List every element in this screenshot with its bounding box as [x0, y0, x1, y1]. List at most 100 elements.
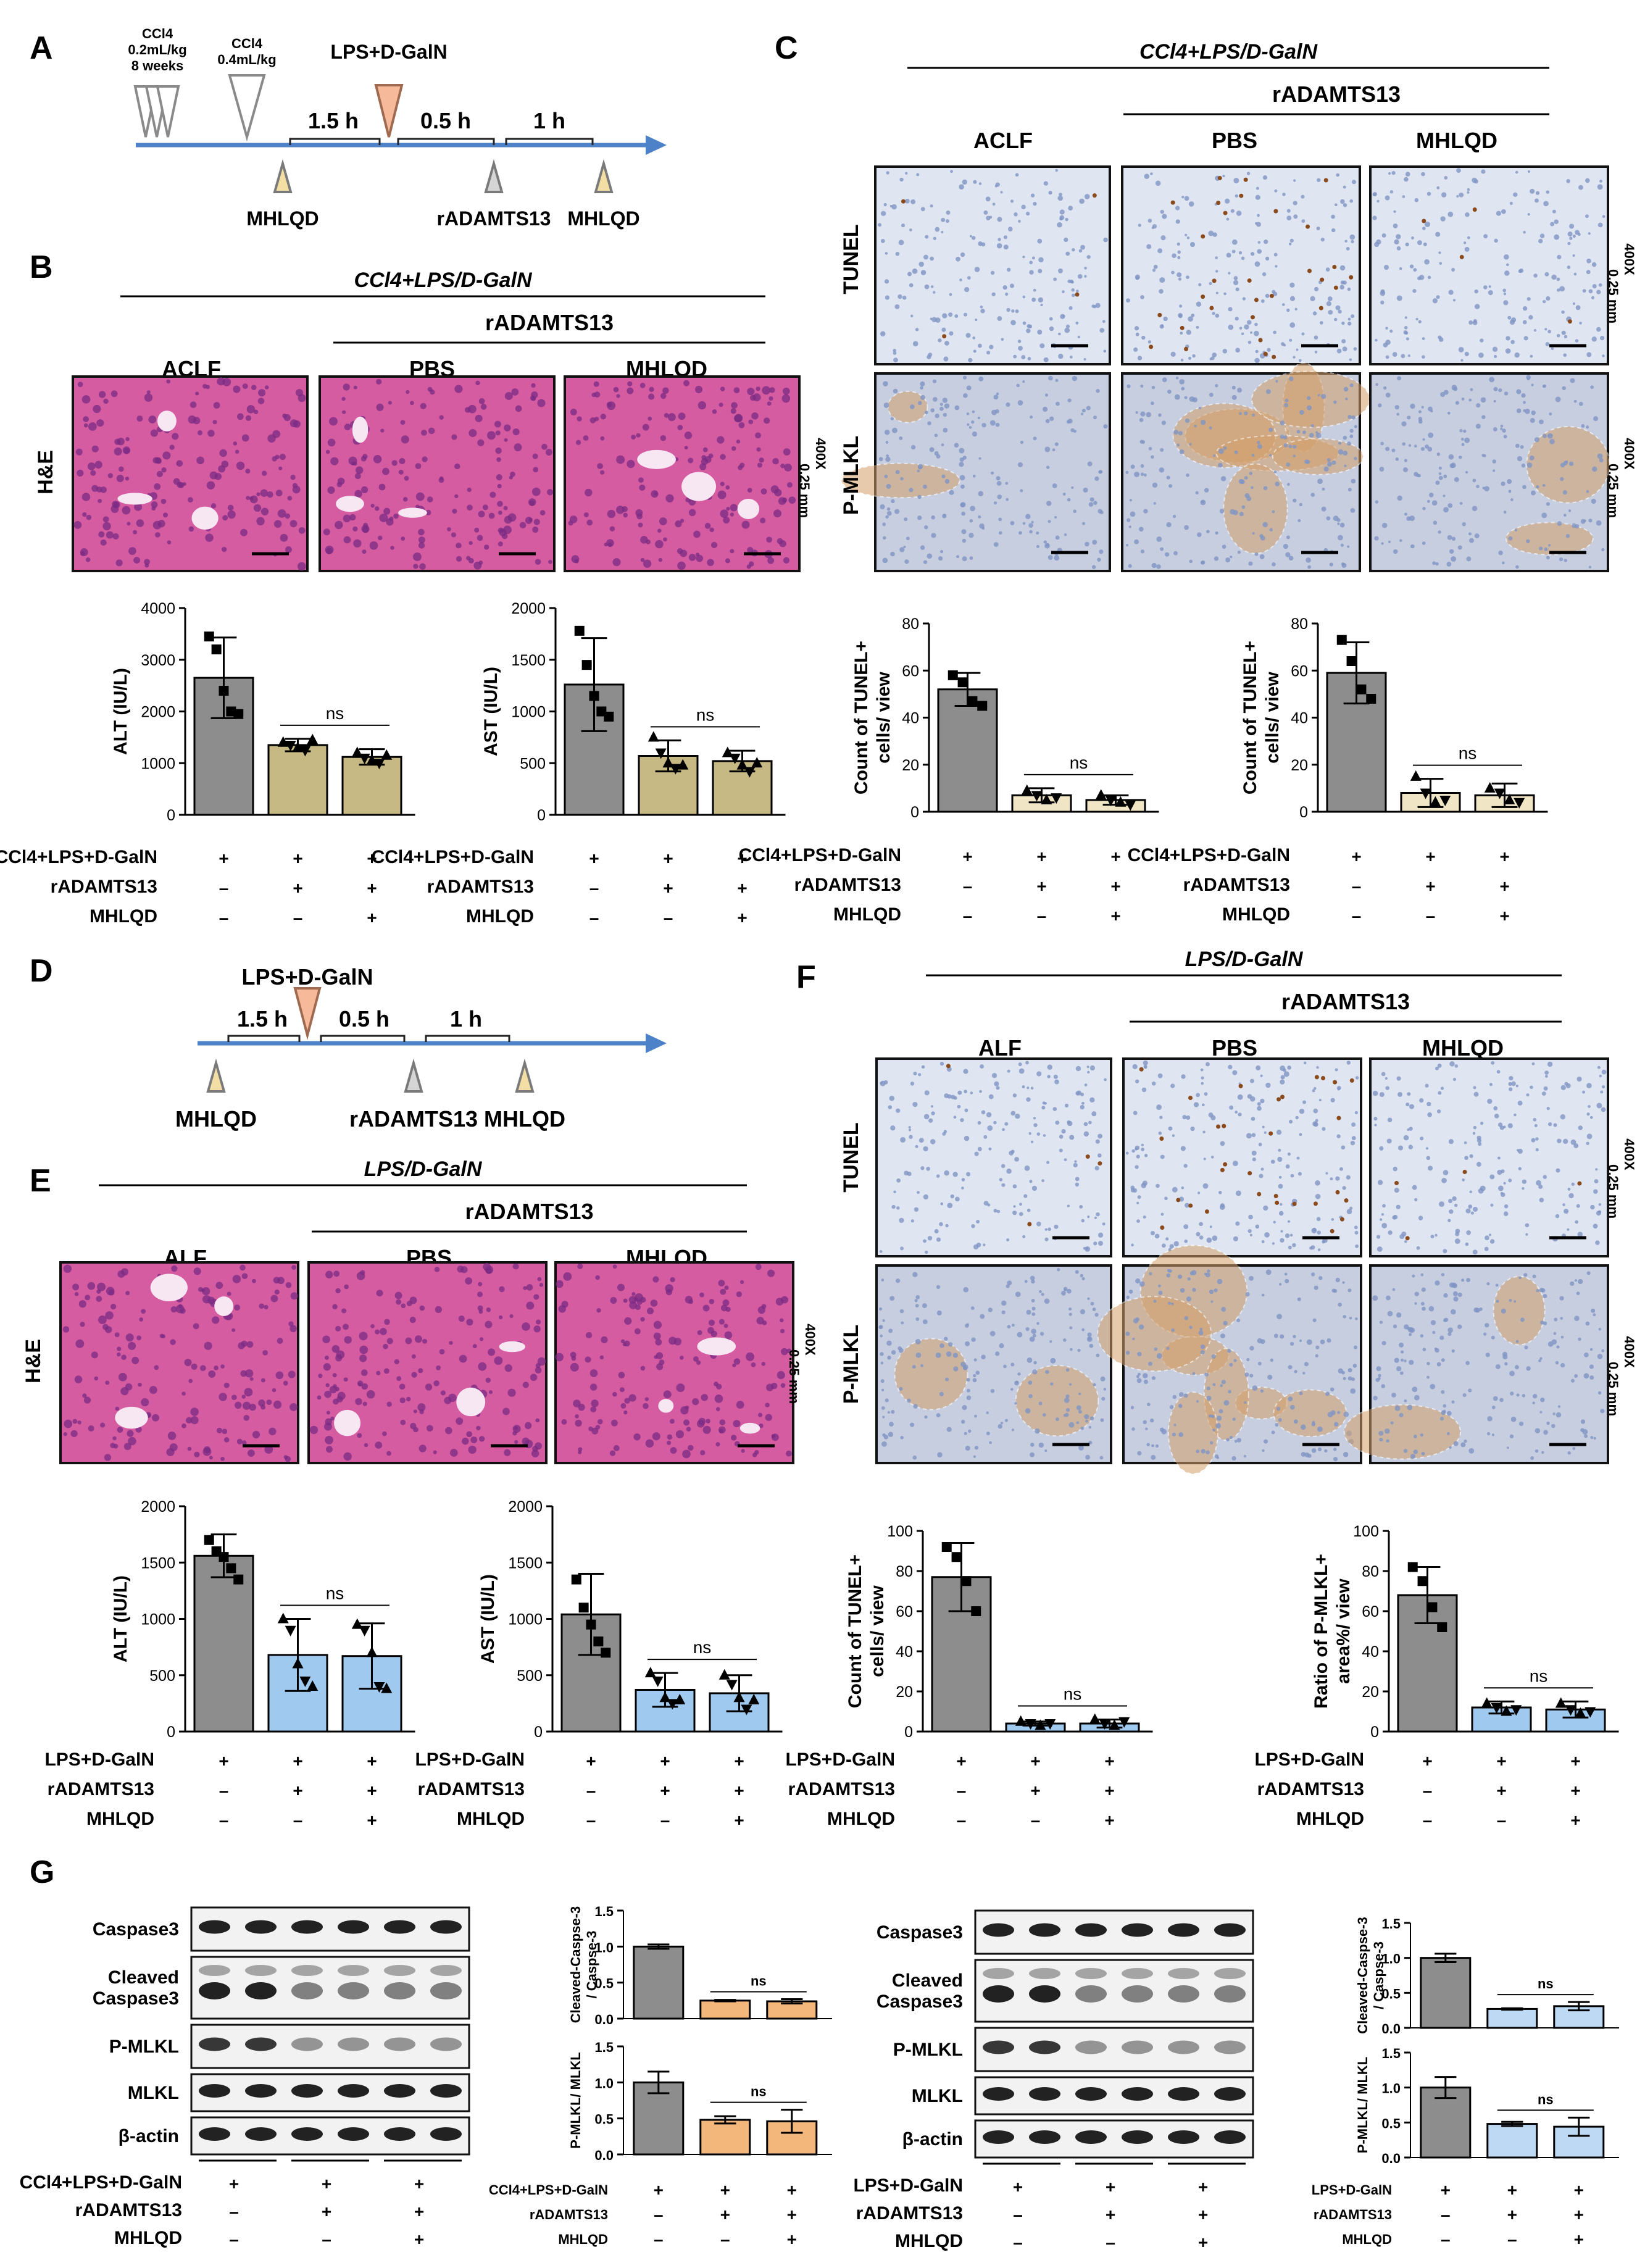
- nucleus: [233, 385, 241, 393]
- nucleus: [1401, 421, 1407, 427]
- nucleus: [1044, 1237, 1049, 1241]
- conditions-e-ast-label: LPS+D-GalN: [415, 1749, 525, 1770]
- nucleus: [469, 429, 477, 438]
- nucleus: [1000, 191, 1003, 194]
- nucleus: [1440, 1086, 1444, 1090]
- nucleus: [325, 1418, 332, 1425]
- conditions-e-alt-sign: +: [219, 1751, 228, 1770]
- nucleus: [1372, 192, 1376, 196]
- nucleus: [1385, 1086, 1389, 1090]
- nucleus: [1575, 1220, 1579, 1224]
- nucleus: [1462, 1393, 1467, 1397]
- nucleus: [1547, 1122, 1552, 1127]
- nucleus: [1206, 1062, 1210, 1067]
- nucleus: [353, 539, 362, 548]
- nucleus: [1350, 1388, 1356, 1394]
- blot-band: [1214, 2087, 1246, 2101]
- blot-strip: [190, 2116, 470, 2156]
- nucleus: [1579, 322, 1582, 325]
- nucleus: [577, 416, 582, 422]
- nucleus: [1379, 1320, 1383, 1324]
- blot-band: [1122, 1923, 1153, 1937]
- blot-band: [338, 2037, 369, 2051]
- blot-band: [1168, 2087, 1199, 2101]
- nucleus: [941, 327, 946, 332]
- nucleus: [1125, 1151, 1129, 1155]
- nucleus: [1420, 1136, 1424, 1141]
- nucleus: [1218, 448, 1224, 454]
- nucleus: [1420, 1334, 1424, 1338]
- nucleus: [1200, 1068, 1204, 1072]
- nucleus: [1156, 1183, 1160, 1188]
- nucleus: [1404, 316, 1407, 319]
- nucleus: [1421, 172, 1425, 177]
- nucleus: [1133, 1318, 1139, 1324]
- nucleus: [202, 384, 207, 389]
- nucleus: [720, 1288, 727, 1295]
- nucleus: [663, 1390, 672, 1399]
- nucleus: [665, 494, 674, 502]
- nucleus: [478, 560, 483, 565]
- nucleus: [1065, 1368, 1070, 1372]
- tunel-positive: [1170, 200, 1175, 205]
- nucleus: [1186, 1115, 1191, 1120]
- nucleus: [1347, 488, 1352, 492]
- nucleus: [1236, 1318, 1241, 1322]
- nucleus: [575, 1414, 579, 1419]
- conditions-b-ast-label: CCl4+LPS+D-GalN: [372, 847, 534, 867]
- nucleus: [965, 1341, 970, 1346]
- nucleus: [1283, 343, 1286, 347]
- blot-band: [291, 2084, 323, 2098]
- nucleus: [1460, 438, 1464, 441]
- nucleus: [180, 1307, 186, 1314]
- nucleus: [1388, 172, 1391, 175]
- nucleus: [920, 1364, 924, 1367]
- conditions-g-left-sign: –: [322, 2230, 331, 2249]
- nucleus: [556, 1280, 564, 1288]
- conditions-e-ast-sign: +: [660, 1781, 670, 1800]
- nucleus: [953, 1115, 957, 1119]
- tunel-positive: [1394, 1180, 1399, 1185]
- nucleus: [1402, 442, 1406, 446]
- nucleus: [1036, 1071, 1042, 1077]
- nucleus: [915, 1338, 921, 1345]
- mhlqd-marker: [206, 1058, 226, 1093]
- nucleus: [636, 433, 641, 438]
- nucleus: [1159, 289, 1164, 294]
- nucleus: [1169, 1244, 1174, 1249]
- nucleus: [1464, 351, 1469, 357]
- nucleus: [997, 217, 1002, 222]
- nucleus: [1491, 1061, 1495, 1065]
- nucleus: [1440, 216, 1446, 222]
- nucleus: [1324, 1449, 1328, 1453]
- nucleus: [1355, 1317, 1358, 1320]
- nucleus: [1280, 1075, 1285, 1080]
- nucleus: [1178, 1432, 1184, 1437]
- nucleus: [1183, 1224, 1189, 1230]
- nucleus: [1252, 1385, 1258, 1391]
- nucleus: [1349, 428, 1354, 433]
- nucleus: [1414, 1198, 1418, 1202]
- nucleus: [1045, 419, 1050, 423]
- nucleus: [91, 485, 99, 492]
- nucleus: [1130, 464, 1135, 469]
- nucleus: [1314, 335, 1318, 340]
- nucleus: [1188, 201, 1194, 207]
- nucleus: [509, 1314, 514, 1319]
- nucleus: [125, 1333, 134, 1342]
- nucleus: [1018, 1212, 1023, 1216]
- nucleus: [1031, 1279, 1035, 1284]
- nucleus: [344, 423, 351, 431]
- nucleus: [103, 398, 109, 404]
- timeline-d-mhlqd: MHLQD: [175, 1106, 257, 1132]
- nucleus: [1014, 1157, 1019, 1162]
- nucleus: [730, 1435, 737, 1441]
- nucleus: [1127, 518, 1131, 522]
- blot-label: P-MLKL: [893, 2040, 963, 2060]
- nucleus: [1134, 472, 1139, 477]
- nucleus: [1564, 335, 1568, 339]
- nucleus: [1044, 446, 1051, 452]
- nucleus: [1163, 316, 1168, 322]
- nucleus: [1525, 409, 1530, 414]
